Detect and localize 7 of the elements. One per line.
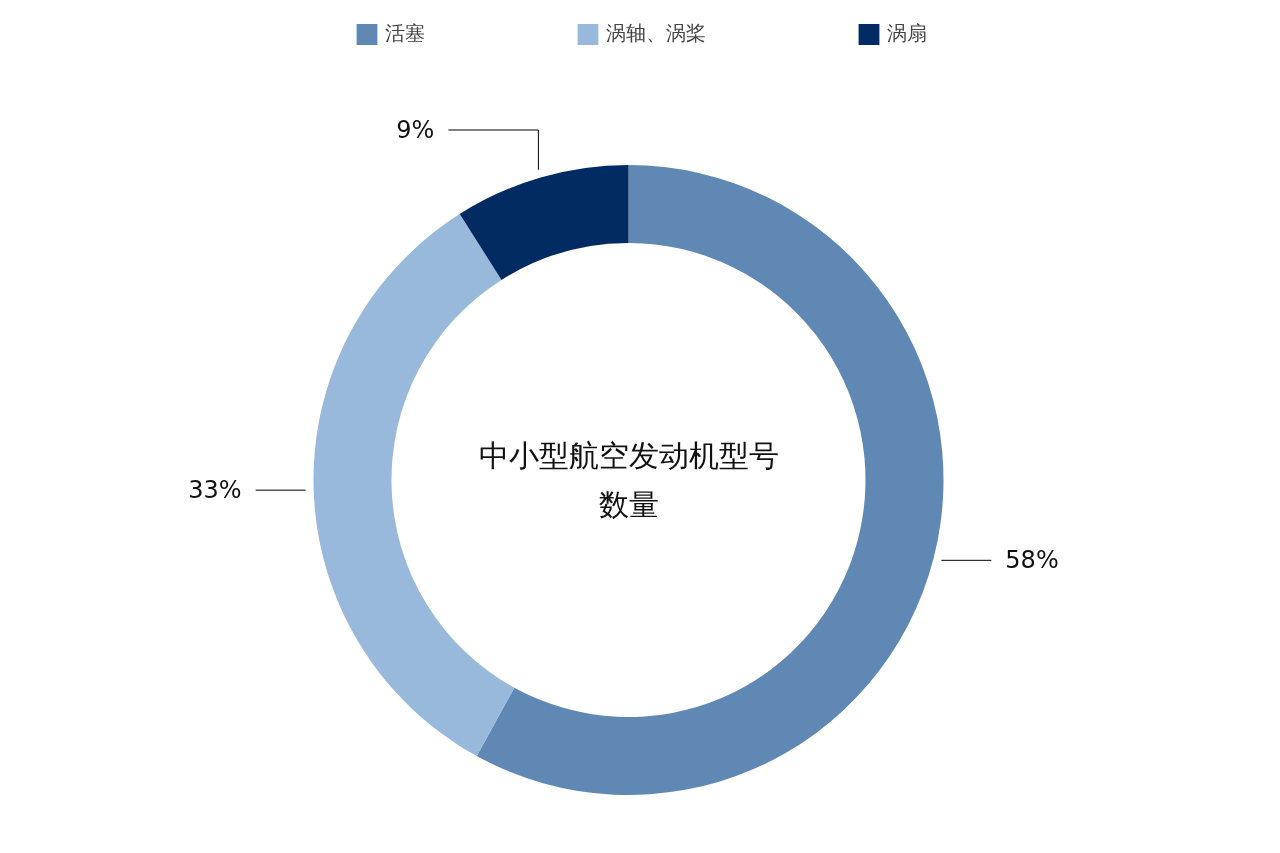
legend-label: 涡轴、涡桨 (605, 20, 706, 47)
legend-label: 涡扇 (886, 20, 927, 47)
data-label: 58% (1005, 546, 1059, 575)
data-label: 33% (188, 476, 242, 505)
data-label: 9% (396, 116, 435, 144)
text: 中小型航空发动机型号数量 (478, 438, 779, 522)
legend-label: 活塞 (384, 20, 425, 47)
